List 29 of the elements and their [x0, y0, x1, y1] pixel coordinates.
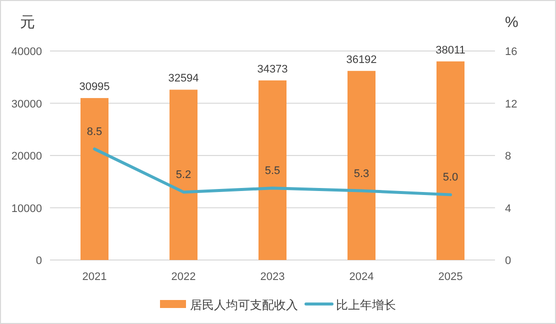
legend-label: 居民人均可支配收入 — [190, 298, 298, 312]
legend-label: 比上年增长 — [336, 298, 396, 312]
y2-tick-label: 8 — [505, 150, 512, 162]
data-label: 5.3 — [354, 168, 370, 180]
y2-tick-label: 0 — [505, 255, 512, 267]
x-tick-label: 2023 — [260, 271, 285, 283]
y-tick-label: 20000 — [11, 150, 42, 162]
y-tick-label: 40000 — [11, 46, 42, 58]
y-tick-label: 0 — [36, 255, 42, 267]
data-label: 34373 — [257, 63, 288, 76]
y-tick-label: 10000 — [11, 202, 42, 215]
x-tick-label: 2024 — [349, 271, 374, 283]
y2-tick-label: 16 — [505, 46, 518, 58]
y-axis-title: 元 — [20, 14, 35, 31]
data-label: 8.5 — [86, 126, 102, 138]
data-label: 30995 — [79, 81, 110, 94]
data-label: 5.5 — [264, 165, 280, 178]
x-tick-label: 2025 — [438, 271, 463, 283]
data-label: 5.2 — [176, 169, 192, 182]
data-label: 5.0 — [442, 172, 458, 184]
x-tick-label: 2022 — [171, 271, 196, 283]
data-label: 38011 — [436, 44, 466, 56]
x-tick-label: 2021 — [82, 271, 107, 283]
y-tick-label: 30000 — [11, 98, 42, 110]
data-label: 32594 — [168, 72, 199, 85]
y2-tick-label: 4 — [505, 202, 512, 215]
y2-tick-label: 12 — [505, 98, 518, 110]
data-label: 36192 — [346, 54, 377, 66]
y2-axis-title: % — [505, 14, 518, 31]
